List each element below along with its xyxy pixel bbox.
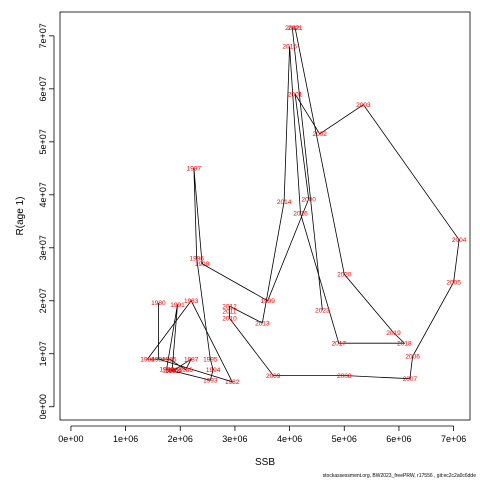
x-axis: 0e+00 1e+06 2e+06 3e+06 4e+06 5e+06 6e+06 7e+06 — [58, 425, 466, 444]
year-label-1997: 1997 — [187, 166, 202, 173]
year-label-1996: 1996 — [189, 256, 204, 263]
year-label-2006: 2006 — [405, 354, 420, 361]
year-label-1983: 1983 — [184, 298, 199, 305]
year-label-2018: 2018 — [397, 341, 412, 348]
year-label-2015: 2015 — [282, 44, 297, 51]
year-label-2011: 2011 — [223, 309, 237, 316]
year-label-1990: 1990 — [159, 366, 174, 373]
year-label-2017: 2017 — [332, 341, 347, 348]
year-label-2013: 2013 — [255, 320, 270, 327]
x-tick-label: 2e+06 — [168, 434, 193, 444]
y-tick-label: 0e+00 — [38, 394, 48, 419]
y-tick-label: 2e+07 — [38, 288, 48, 313]
y-tick-label: 4e+07 — [38, 182, 48, 207]
y-tick-label: 1e+07 — [38, 341, 48, 366]
y-tick-label: 3e+07 — [38, 235, 48, 260]
year-label-2016: 2016 — [293, 211, 308, 218]
x-tick-label: 4e+06 — [277, 434, 302, 444]
year-label-1988: 1988 — [168, 367, 183, 374]
x-tick-label: 7e+06 — [441, 434, 466, 444]
year-label-1999: 1999 — [260, 298, 275, 305]
y-tick-label: 7e+07 — [38, 23, 48, 48]
year-label-2009: 2009 — [266, 373, 281, 380]
year-label-2021: 2021 — [288, 25, 303, 32]
year-label-1981: 1981 — [151, 356, 166, 363]
year-label-2002: 2002 — [312, 131, 327, 138]
x-tick-label: 1e+06 — [113, 434, 138, 444]
y-axis: 0e+00 1e+07 2e+07 3e+07 4e+07 5e+07 6e+07 7e+07 — [38, 23, 55, 419]
year-label-1989: 1989 — [162, 368, 177, 375]
year-label-2001: 2001 — [288, 91, 303, 98]
year-label-1982: 1982 — [225, 379, 240, 386]
year-label-1991: 1991 — [170, 302, 185, 309]
year-label-2020: 2020 — [337, 272, 352, 279]
plot-frame — [59, 11, 471, 421]
year-label-2007: 2007 — [403, 376, 418, 383]
footer-text: stockassessment.org, BW2023_freePRW, r17… — [323, 473, 477, 479]
y-tick-label: 5e+07 — [38, 129, 48, 154]
x-tick-label: 3e+06 — [222, 434, 247, 444]
year-label-1980: 1980 — [151, 300, 166, 307]
year-label-2000: 2000 — [301, 196, 316, 203]
x-tick-label: 5e+06 — [332, 434, 357, 444]
year-label-1986: 1986 — [178, 367, 193, 374]
x-tick-label: 0e+00 — [58, 434, 83, 444]
year-label-2014: 2014 — [277, 199, 292, 206]
year-label-2023: 2023 — [315, 308, 330, 315]
year-label-2012: 2012 — [222, 303, 237, 310]
year-label-1998: 1998 — [195, 261, 210, 268]
year-label-2010: 2010 — [222, 316, 237, 323]
y-axis-title: R(age 1) — [15, 197, 26, 236]
year-label-2008: 2008 — [337, 373, 352, 380]
year-label-2004: 2004 — [452, 237, 467, 244]
year-label-1993: 1993 — [203, 378, 218, 385]
year-label-1994: 1994 — [206, 367, 221, 374]
year-label-1992: 1992 — [165, 368, 180, 375]
year-label-2022: 2022 — [285, 25, 300, 32]
year-label-2019: 2019 — [386, 330, 401, 337]
year-label-2003: 2003 — [356, 102, 371, 109]
year-label-2005: 2005 — [446, 280, 461, 287]
x-tick-label: 6e+06 — [386, 434, 411, 444]
year-label-1995: 1995 — [203, 356, 218, 363]
year-label-1984: 1984 — [140, 356, 155, 363]
series-line — [146, 27, 460, 383]
year-label-1985: 1985 — [162, 356, 177, 363]
year-label-1987: 1987 — [184, 356, 199, 363]
y-tick-label: 6e+07 — [38, 76, 48, 101]
x-axis-title: SSB — [255, 457, 275, 468]
